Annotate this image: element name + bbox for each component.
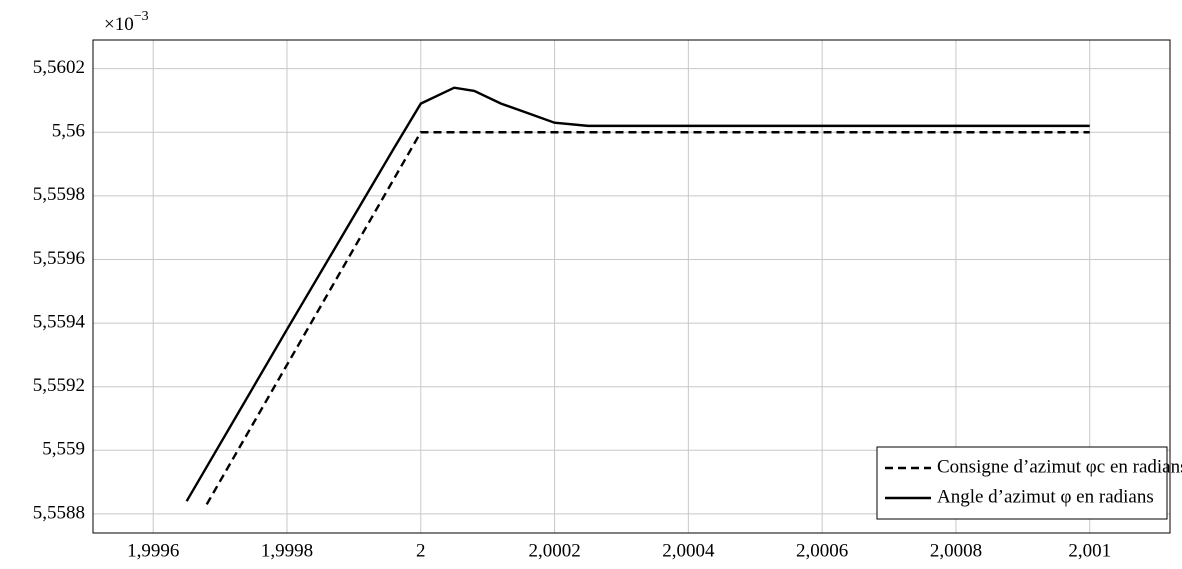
x-tick-label: 2,001: [1068, 540, 1111, 561]
multiplier-base: ×10: [104, 14, 134, 35]
y-tick-label: 5,5598: [33, 184, 85, 205]
plot-frame: [92, 39, 1171, 534]
x-tick-label: 1,9996: [127, 540, 179, 561]
legend: Consigne d’azimut φc en radians Angle d’a…: [876, 446, 1182, 520]
y-multiplier: ×10−3: [104, 9, 149, 35]
y-tick-label: 5,5588: [33, 502, 85, 523]
x-tick-label: 2,0004: [662, 540, 715, 561]
x-tick-label: 1,9998: [261, 540, 313, 561]
x-tick-label: 2,0008: [930, 540, 982, 561]
x-tick-label: 2: [416, 540, 426, 561]
y-tick-label: 5,5594: [33, 311, 86, 332]
y-tick-label: 5,5596: [33, 248, 85, 269]
y-tick-label: 5,5602: [33, 57, 85, 78]
y-tick-label: 5,56: [52, 121, 85, 142]
y-tick-label: 5,559: [42, 439, 85, 460]
legend-label: Consigne d’azimut φc en radians: [937, 456, 1182, 477]
x-tick-label: 2,0002: [528, 540, 580, 561]
legend-box: [876, 446, 1168, 520]
series-line: [185, 86, 1090, 502]
x-tick-label: 2,0006: [796, 540, 848, 561]
series-line: [205, 131, 1090, 505]
multiplier-exponent: −3: [134, 9, 149, 24]
legend-label: Angle d’azimut φ en radians: [937, 486, 1154, 507]
y-tick-label: 5,5592: [33, 375, 85, 396]
